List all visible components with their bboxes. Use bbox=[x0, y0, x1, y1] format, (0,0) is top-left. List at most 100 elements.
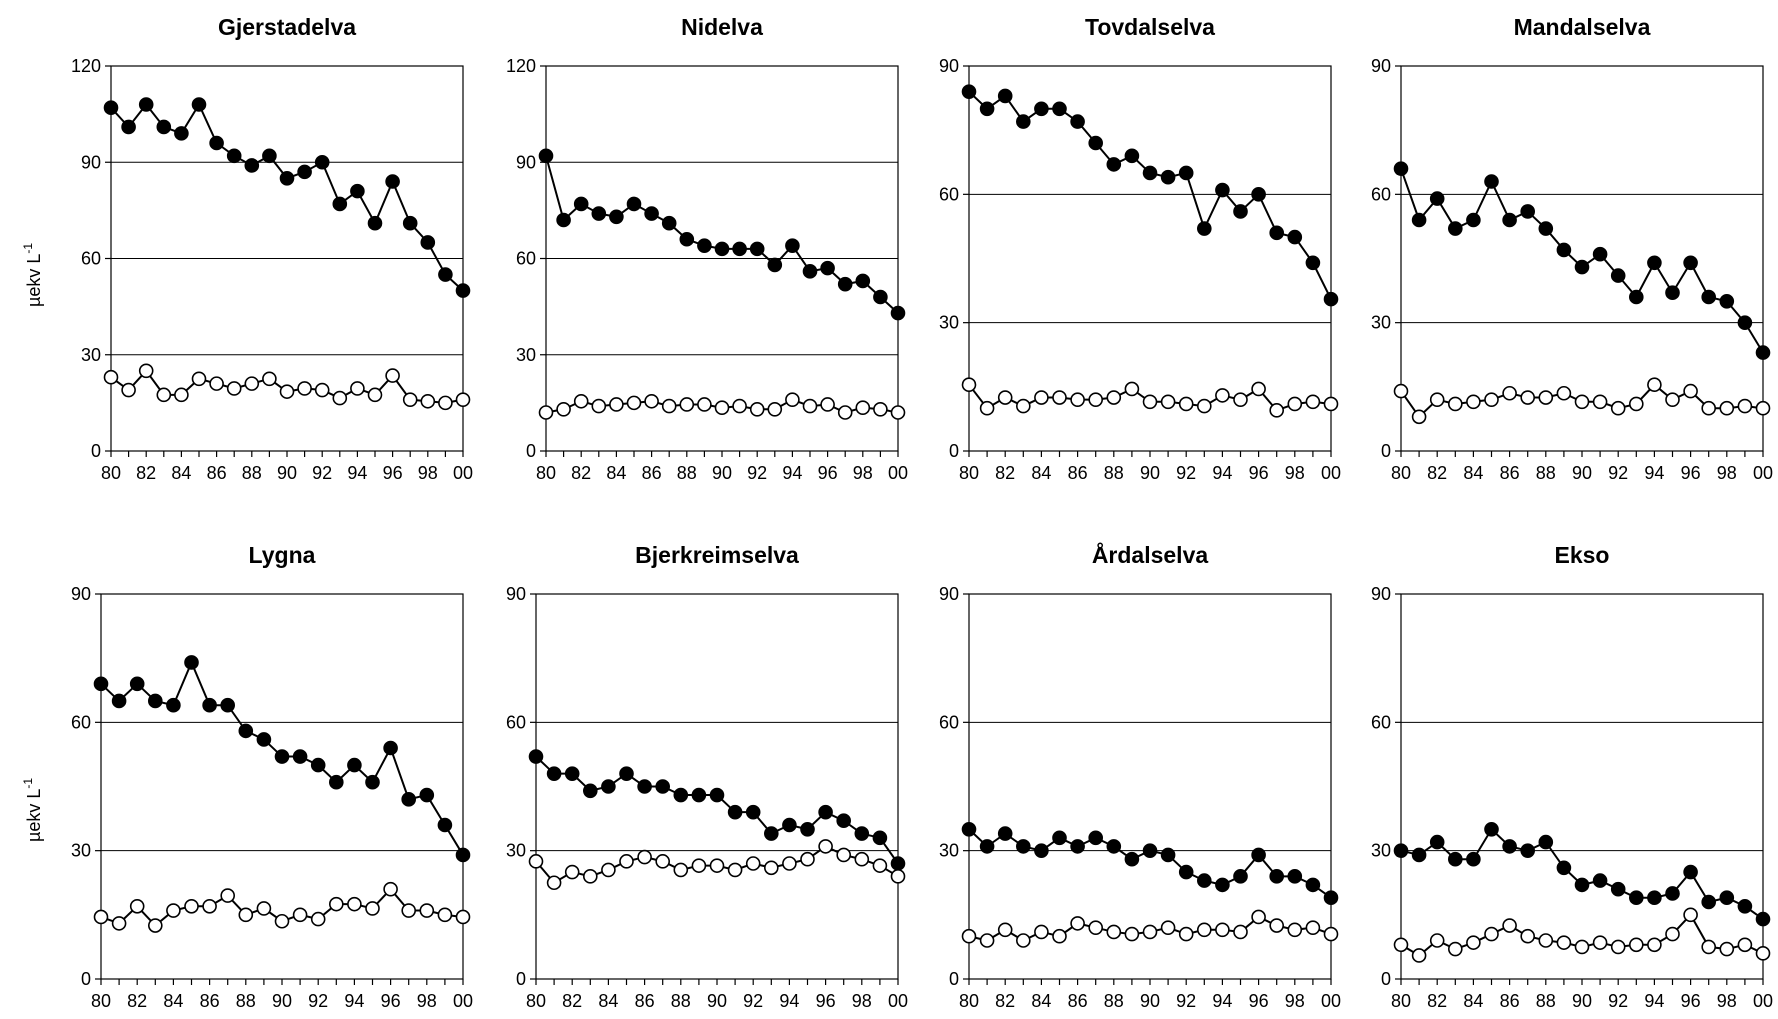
filled-point bbox=[1015, 114, 1031, 129]
open-point bbox=[582, 869, 598, 884]
filled-point bbox=[209, 135, 224, 151]
filled-point bbox=[637, 779, 652, 794]
x-tick-label: 94 bbox=[1644, 463, 1664, 483]
filled-point bbox=[1629, 890, 1644, 906]
x-tick-label: 88 bbox=[236, 991, 256, 1011]
filled-point bbox=[644, 206, 659, 221]
open-point bbox=[1719, 400, 1735, 416]
open-point bbox=[782, 856, 797, 871]
open-point bbox=[591, 398, 607, 414]
x-tick-label: 92 bbox=[312, 463, 332, 483]
open-point bbox=[837, 405, 853, 420]
open-point bbox=[546, 875, 562, 891]
open-point bbox=[93, 909, 109, 925]
filled-point bbox=[1124, 851, 1140, 867]
filled-point bbox=[1015, 839, 1031, 854]
x-tick-label: 00 bbox=[888, 991, 908, 1011]
open-point bbox=[1429, 933, 1445, 948]
filled-point bbox=[220, 697, 235, 713]
y-tick-label: 30 bbox=[81, 345, 101, 365]
filled-point bbox=[655, 779, 671, 794]
filled-point bbox=[1755, 911, 1771, 927]
open-point bbox=[1015, 398, 1031, 414]
x-tick-label: 84 bbox=[1031, 991, 1051, 1011]
x-tick-label: 80 bbox=[959, 991, 979, 1011]
open-point bbox=[655, 854, 671, 869]
open-point bbox=[1556, 935, 1572, 950]
x-tick-label: 96 bbox=[1681, 463, 1701, 483]
y-tick-label: 0 bbox=[949, 441, 959, 461]
open-point bbox=[402, 392, 418, 407]
x-tick-label: 82 bbox=[1427, 991, 1447, 1011]
panel-2: Tovdalselva 0 30 60 90 80 82 84 86 88 90 92 94 96 98 00 bbox=[939, 14, 1341, 483]
open-point bbox=[1393, 383, 1409, 399]
filled-point bbox=[818, 804, 833, 820]
filled-point bbox=[385, 174, 400, 189]
filled-point bbox=[1719, 890, 1735, 906]
filled-point bbox=[727, 804, 743, 820]
x-tick-label: 80 bbox=[526, 991, 546, 1011]
x-tick-label: 98 bbox=[1717, 991, 1737, 1011]
filled-point bbox=[297, 164, 312, 180]
open-point bbox=[332, 390, 348, 406]
filled-point bbox=[365, 774, 380, 790]
filled-point bbox=[1215, 877, 1230, 893]
x-tick-label: 00 bbox=[1321, 991, 1341, 1011]
filled-point bbox=[979, 839, 995, 854]
series-filled-line bbox=[535, 755, 899, 865]
filled-point bbox=[1610, 268, 1626, 283]
x-tick-label: 00 bbox=[453, 463, 473, 483]
filled-point bbox=[1233, 204, 1248, 219]
x-tick-label: 98 bbox=[853, 463, 873, 483]
open-point bbox=[800, 851, 815, 867]
filled-point bbox=[538, 148, 554, 164]
panel-title: Lygna bbox=[249, 542, 316, 568]
filled-point bbox=[1737, 315, 1753, 330]
open-point bbox=[401, 903, 417, 918]
filled-point bbox=[782, 817, 797, 833]
open-point bbox=[1448, 941, 1463, 957]
panel-3: Mandalselva 0 30 60 90 80 82 84 86 88 90 92 94 96 98 00 bbox=[1371, 14, 1773, 483]
filled-point bbox=[93, 676, 109, 692]
x-tick-label: 90 bbox=[1140, 463, 1160, 483]
filled-point bbox=[1197, 873, 1212, 888]
y-tick-label: 30 bbox=[939, 841, 959, 861]
filled-point bbox=[166, 697, 181, 713]
filled-point bbox=[1574, 877, 1590, 893]
filled-point bbox=[601, 779, 616, 794]
open-point bbox=[997, 390, 1013, 405]
y-tick-label: 0 bbox=[81, 969, 91, 989]
filled-point bbox=[1393, 161, 1409, 176]
filled-point bbox=[1647, 255, 1662, 271]
open-point bbox=[1251, 909, 1266, 925]
open-point bbox=[1683, 383, 1698, 399]
open-point bbox=[997, 922, 1013, 938]
y-tick-label: 120 bbox=[71, 56, 101, 76]
filled-point bbox=[350, 183, 365, 199]
open-point bbox=[1629, 396, 1644, 412]
x-tick-label: 00 bbox=[1321, 463, 1341, 483]
x-tick-label: 84 bbox=[598, 991, 618, 1011]
filled-point bbox=[1448, 221, 1463, 236]
filled-point bbox=[1629, 289, 1644, 305]
open-point bbox=[961, 928, 977, 944]
x-tick-label: 86 bbox=[1068, 463, 1088, 483]
open-point bbox=[1269, 918, 1284, 933]
filled-point bbox=[1665, 285, 1680, 301]
open-point bbox=[209, 376, 224, 391]
open-point bbox=[785, 392, 800, 407]
open-point bbox=[1647, 937, 1662, 953]
x-tick-label: 00 bbox=[888, 463, 908, 483]
panels: Gjerstadelva 0 30 60 90 120 80 82 84 86 88 90 92 94 96… bbox=[71, 14, 1773, 1011]
filled-point bbox=[961, 84, 977, 99]
open-point bbox=[121, 382, 136, 398]
open-point bbox=[979, 400, 995, 416]
filled-point bbox=[129, 676, 145, 692]
open-point bbox=[1737, 398, 1753, 414]
open-point bbox=[347, 896, 362, 912]
filled-point bbox=[402, 215, 418, 231]
filled-point bbox=[961, 821, 977, 837]
open-point bbox=[1556, 385, 1572, 401]
filled-point bbox=[437, 817, 453, 833]
open-point bbox=[836, 847, 852, 863]
